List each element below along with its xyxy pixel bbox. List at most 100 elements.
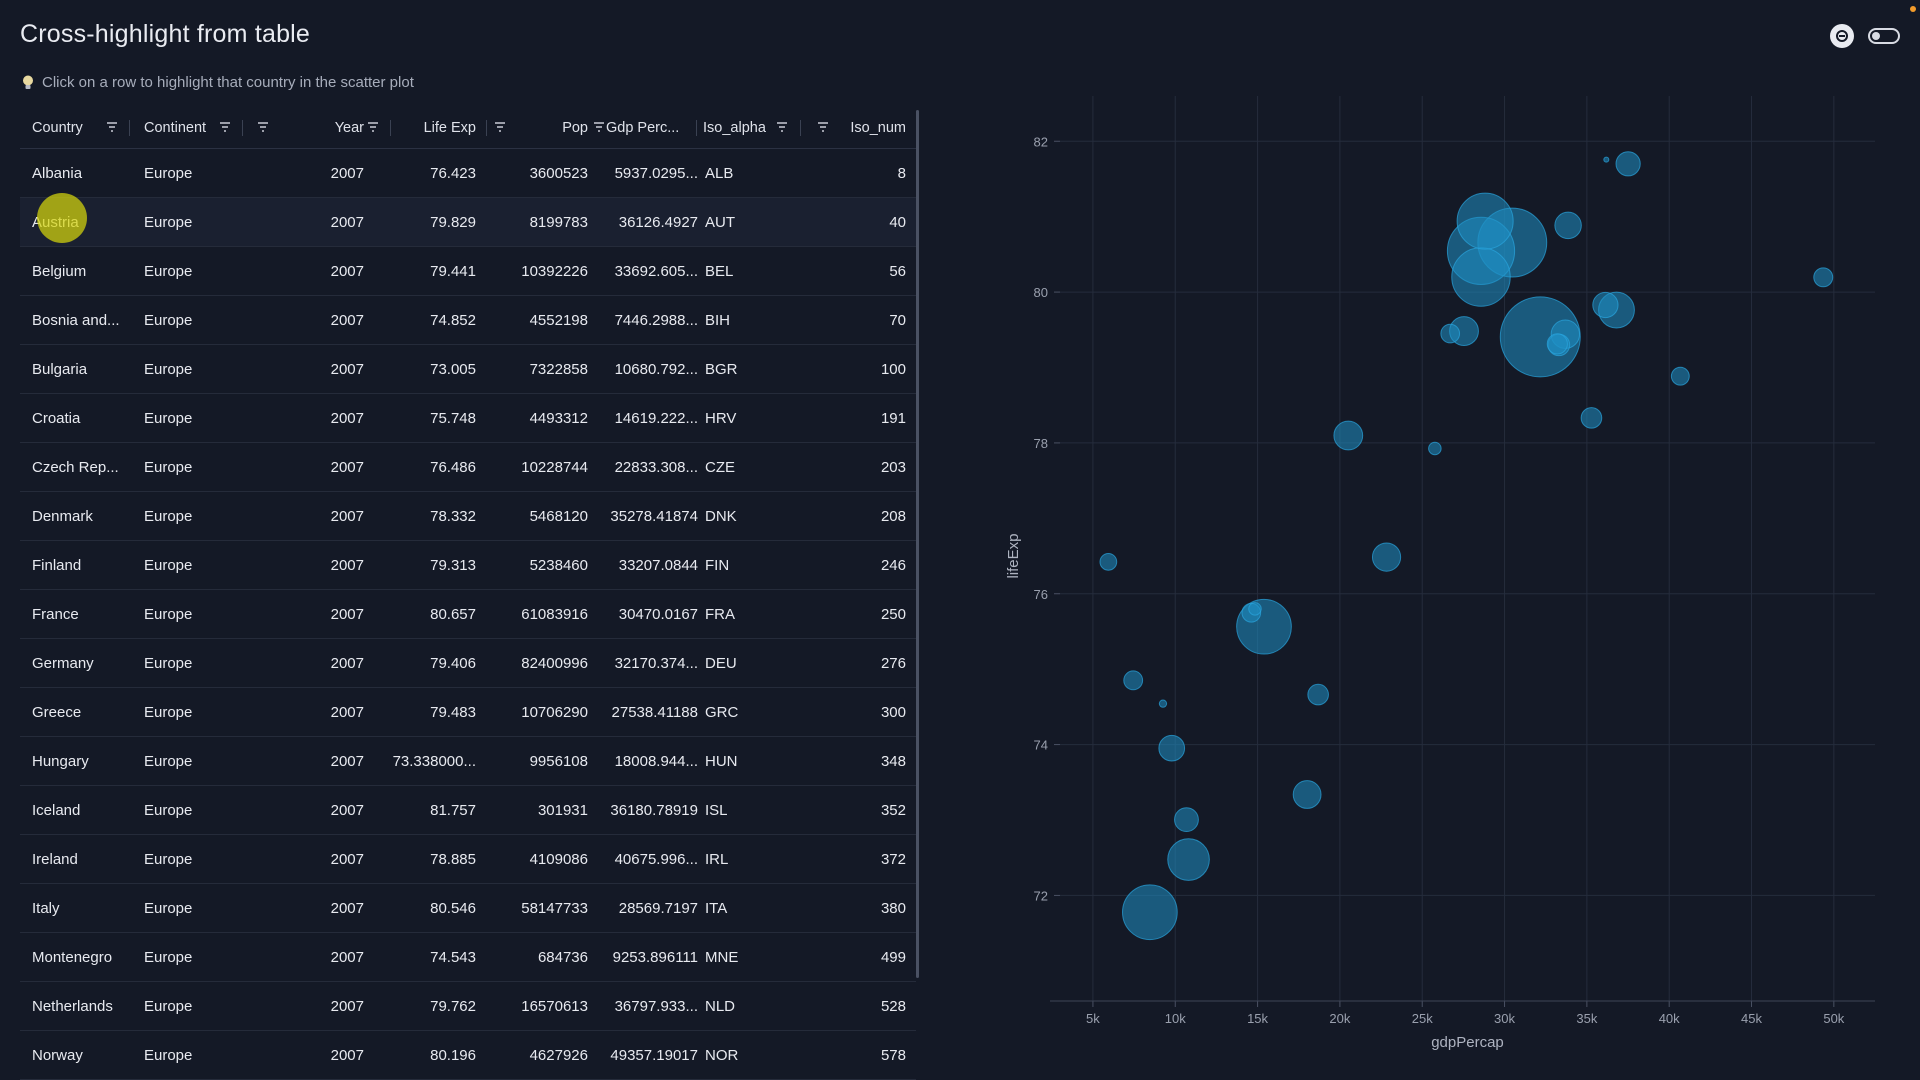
cell-year: 2007 (330, 1046, 364, 1064)
cell-year: 2007 (330, 409, 364, 427)
header-pop[interactable]: Pop (562, 120, 588, 136)
table-row[interactable]: Ireland Europe 2007 78.885 4109086 40675.996.… (20, 835, 916, 884)
theme-icon[interactable] (1830, 24, 1854, 48)
cell-iso-num: 191 (880, 409, 906, 427)
cell-year: 2007 (330, 458, 364, 476)
header-continent[interactable]: Continent (144, 120, 207, 136)
table-row[interactable]: Italy Europe 2007 80.546 58147733 28569.7197 I… (20, 884, 916, 933)
cell-gdp-percap: 36797.933... (614, 997, 698, 1015)
cell-gdp-percap: 33692.605... (614, 262, 698, 280)
x-tick-label: 40k (1659, 1011, 1680, 1026)
table-row[interactable]: Czech Rep... Europe 2007 76.486 10228744 2283… (20, 443, 916, 492)
column-divider[interactable] (800, 120, 801, 136)
cell-country: Finland (32, 556, 82, 574)
cell-gdp-percap: 22833.308... (614, 458, 698, 476)
cell-iso-alpha: GRC (705, 703, 739, 721)
cell-life-exp: 78.885 (430, 850, 476, 868)
cell-gdp-percap: 32170.374... (614, 654, 698, 672)
cell-pop: 4552198 (529, 311, 588, 329)
data-point (1428, 441, 1442, 456)
data-point (1813, 267, 1834, 288)
cell-iso-num: 372 (880, 850, 906, 868)
cell-iso-alpha: IRL (705, 850, 729, 868)
filter-icon[interactable] (592, 120, 606, 134)
table-scrollbar[interactable] (916, 110, 919, 978)
table-row[interactable]: Hungary Europe 2007 73.338000... 9956108 1800… (20, 737, 916, 786)
cell-gdp-percap: 35278.41874 (610, 507, 698, 525)
header-gdp-percap[interactable]: Gdp Perc... (606, 120, 680, 136)
y-axis-title: lifeExp (1005, 534, 1022, 579)
cell-country: Ireland (32, 850, 78, 868)
cell-life-exp: 74.543 (430, 948, 476, 966)
header-life-exp[interactable]: Life Exp (423, 120, 476, 136)
table-row[interactable]: France Europe 2007 80.657 61083916 30470.0167… (20, 590, 916, 639)
table-row[interactable]: Albania Europe 2007 76.423 3600523 5937.0295.… (20, 149, 916, 198)
cell-gdp-percap: 7446.2988... (614, 311, 698, 329)
cell-country: Germany (32, 654, 94, 672)
header-country[interactable]: Country (32, 120, 83, 136)
data-point (1248, 602, 1262, 616)
data-point (1615, 151, 1641, 177)
cell-iso-alpha: CZE (705, 458, 735, 476)
table-row[interactable]: Germany Europe 2007 79.406 82400996 32170.374… (20, 639, 916, 688)
table-row[interactable]: Finland Europe 2007 79.313 5238460 33207.0844… (20, 541, 916, 590)
table-row[interactable]: Croatia Europe 2007 75.748 4493312 14619.222.… (20, 394, 916, 443)
cell-year: 2007 (330, 605, 364, 623)
cell-country: Denmark (32, 507, 93, 525)
column-divider[interactable] (242, 120, 243, 136)
cell-iso-alpha: NOR (705, 1046, 739, 1064)
cell-continent: Europe (144, 311, 193, 329)
header-iso-alpha[interactable]: Iso_alpha (703, 120, 766, 136)
table-row[interactable]: Montenegro Europe 2007 74.543 684736 9253.896… (20, 933, 916, 982)
table-row[interactable]: Iceland Europe 2007 81.757 301931 36180.78919… (20, 786, 916, 835)
cell-year: 2007 (330, 360, 364, 378)
lightbulb-icon (23, 75, 33, 89)
cell-pop: 9956108 (529, 752, 588, 770)
table-row[interactable]: Denmark Europe 2007 78.332 5468120 35278.4187… (20, 492, 916, 541)
column-divider[interactable] (390, 120, 391, 136)
column-divider[interactable] (696, 120, 697, 136)
filter-icon[interactable] (218, 120, 232, 134)
table-row[interactable]: Belgium Europe 2007 79.441 10392226 33692.605… (20, 247, 916, 296)
data-point (1123, 670, 1144, 691)
column-divider[interactable] (129, 120, 130, 136)
cell-iso-alpha: DNK (705, 507, 737, 525)
cell-iso-num: 70 (889, 311, 906, 329)
cell-iso-num: 203 (880, 458, 906, 476)
data-point (1122, 884, 1178, 941)
filter-icon[interactable] (493, 120, 507, 134)
table-row[interactable]: Bulgaria Europe 2007 73.005 7322858 10680.792… (20, 345, 916, 394)
header-year[interactable]: Year (334, 120, 364, 136)
cell-iso-num: 56 (889, 262, 906, 280)
filter-icon[interactable] (105, 120, 119, 134)
theme-toggle-switch[interactable] (1868, 28, 1900, 44)
cell-life-exp: 80.546 (430, 899, 476, 917)
cell-life-exp: 80.196 (430, 1046, 476, 1064)
cell-country: Norway (32, 1046, 83, 1064)
filter-icon[interactable] (816, 120, 830, 134)
filter-icon[interactable] (775, 120, 789, 134)
table-row[interactable]: Norway Europe 2007 80.196 4627926 49357.19017… (20, 1031, 916, 1080)
cell-year: 2007 (330, 850, 364, 868)
y-tick-label: 74 (1034, 738, 1048, 753)
cell-pop: 5468120 (529, 507, 588, 525)
table-row[interactable]: AustriaEurope200779.829819978336126.4927… (20, 198, 916, 247)
x-tick-label: 15k (1247, 1011, 1268, 1026)
cell-continent: Europe (144, 850, 193, 868)
column-divider[interactable] (486, 120, 487, 136)
cell-gdp-percap: 28569.7197 (618, 899, 698, 917)
table-row[interactable]: Netherlands Europe 2007 79.762 16570613 36797… (20, 982, 916, 1031)
data-point (1451, 247, 1511, 307)
cell-continent: Europe (144, 164, 193, 182)
x-tick-label: 25k (1412, 1011, 1433, 1026)
cell-life-exp: 74.852 (430, 311, 476, 329)
filter-icon[interactable] (256, 120, 270, 134)
cell-country: Croatia (32, 409, 81, 427)
cell-country: Iceland (32, 801, 81, 819)
filter-icon[interactable] (366, 120, 380, 134)
scatter-plot[interactable]: 5k 10k 15k 20k 25k 30k 35k 40k 45k 50k 72 74 76 78 80 8… (990, 96, 1890, 1056)
table-row[interactable]: Greece Europe 2007 79.483 10706290 27538.4118… (20, 688, 916, 737)
header-iso-num[interactable]: Iso_num (850, 120, 906, 136)
table-row[interactable]: Bosnia and... Europe 2007 74.852 4552198 7446… (20, 296, 916, 345)
cell-iso-num: 8 (897, 164, 906, 182)
